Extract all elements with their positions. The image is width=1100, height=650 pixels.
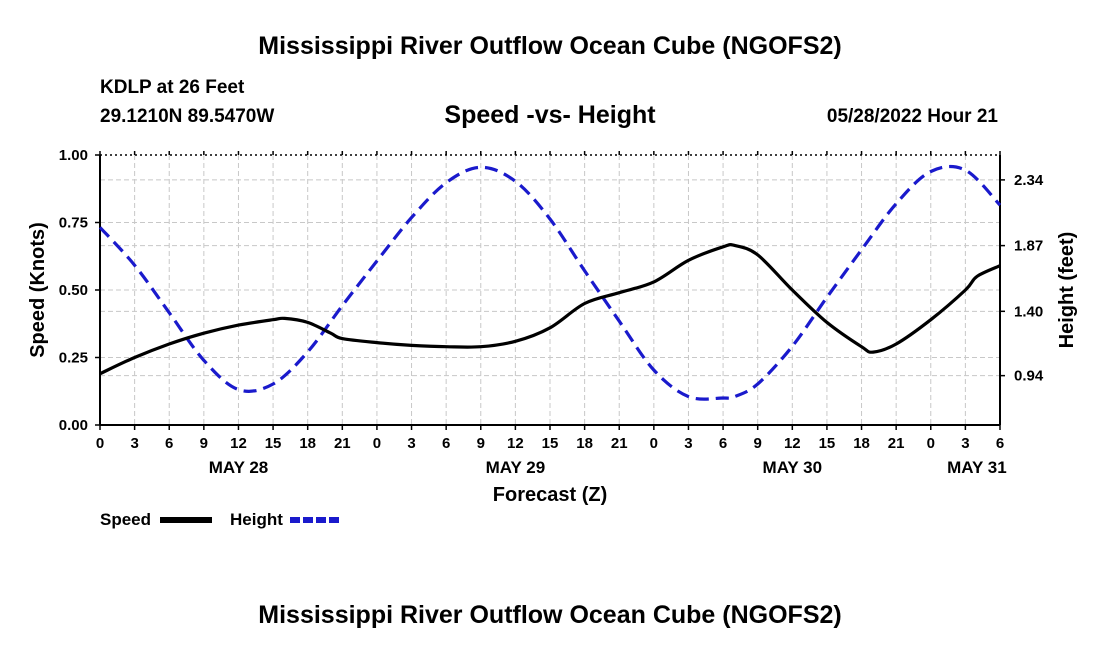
x-tick-label: 12 <box>784 435 801 452</box>
x-axis-title: Forecast (Z) <box>493 484 607 506</box>
day-label: MAY 29 <box>486 458 546 477</box>
day-label: MAY 28 <box>209 458 269 477</box>
y-axis-title: Speed (Knots) <box>27 222 49 358</box>
x-tick-label: 15 <box>265 435 282 452</box>
x-tick-label: 15 <box>819 435 836 452</box>
series-line-height <box>98 165 1002 401</box>
x-tick-label: 12 <box>230 435 247 452</box>
y-tick-label: 0.75 <box>59 215 88 232</box>
x-tick-label: 6 <box>996 435 1004 452</box>
x-tick-label: 18 <box>299 435 316 452</box>
coordinates-label: 29.1210N 89.5470W <box>100 106 275 127</box>
x-tick-label: 15 <box>542 435 559 452</box>
x-tick-label: 3 <box>130 435 138 452</box>
x-tick-label: 9 <box>200 435 208 452</box>
y2-axis-title: Height (feet) <box>1056 232 1078 349</box>
x-tick-label: 3 <box>684 435 692 452</box>
footer-title: Mississippi River Outflow Ocean Cube (NG… <box>258 601 842 629</box>
y-tick-label: 0.50 <box>59 282 88 299</box>
x-tick-label: 21 <box>611 435 628 452</box>
x-tick-label: 18 <box>853 435 870 452</box>
x-tick-label: 18 <box>576 435 593 452</box>
x-tick-label: 3 <box>407 435 415 452</box>
x-tick-label: 0 <box>650 435 658 452</box>
day-label: MAY 31 <box>947 458 1007 477</box>
x-tick-label: 0 <box>373 435 381 452</box>
x-tick-label: 6 <box>442 435 450 452</box>
x-tick-label: 9 <box>477 435 485 452</box>
legend-label-speed: Speed <box>100 510 151 529</box>
x-tick-label: 21 <box>334 435 351 452</box>
x-tick-label: 12 <box>507 435 524 452</box>
x-tick-label: 0 <box>96 435 104 452</box>
x-tick-label: 3 <box>961 435 969 452</box>
y-tick-label: 0.25 <box>59 350 88 367</box>
station-label: KDLP at 26 Feet <box>100 77 245 98</box>
y2-tick-label: 2.34 <box>1014 172 1044 189</box>
chart-title: Mississippi River Outflow Ocean Cube (NG… <box>258 32 842 60</box>
y2-tick-label: 1.40 <box>1014 303 1043 320</box>
y2-tick-label: 0.94 <box>1014 368 1044 385</box>
x-tick-label: 9 <box>754 435 762 452</box>
y-tick-label: 1.00 <box>59 147 88 164</box>
x-tick-label: 6 <box>165 435 173 452</box>
y-tick-label: 0.00 <box>59 417 88 434</box>
chart-subtitle: Speed -vs- Height <box>444 101 656 129</box>
forecast-datetime: 05/28/2022 Hour 21 <box>826 106 998 127</box>
y2-tick-label: 1.87 <box>1014 238 1043 255</box>
x-tick-label: 0 <box>927 435 935 452</box>
x-tick-label: 6 <box>719 435 727 452</box>
x-tick-label: 21 <box>888 435 905 452</box>
day-label: MAY 30 <box>763 458 823 477</box>
legend-label-height: Height <box>230 510 283 529</box>
series-line-speed <box>99 243 1001 376</box>
